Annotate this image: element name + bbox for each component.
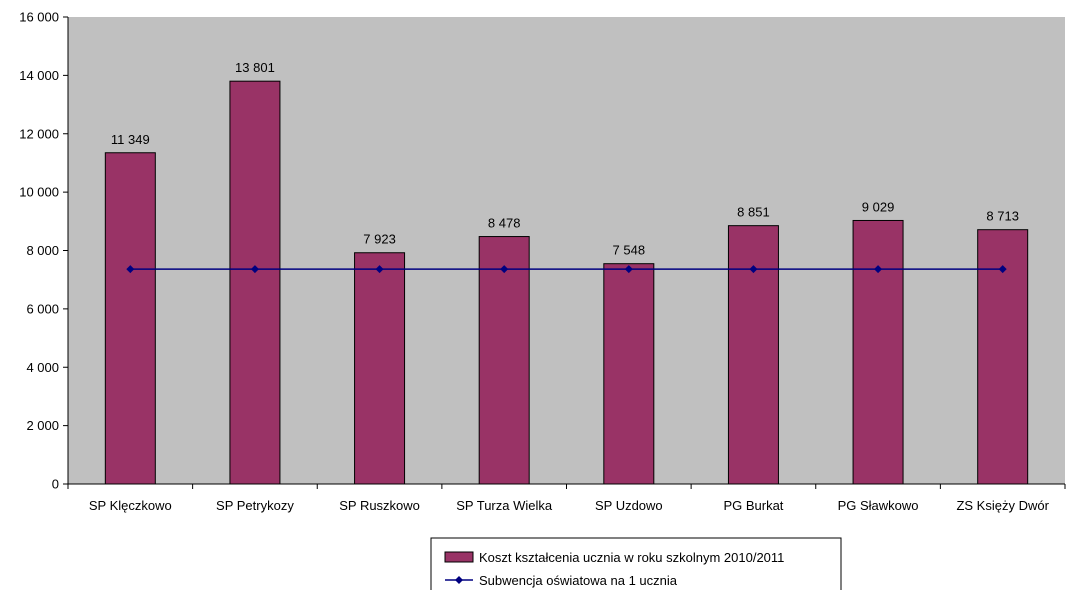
line-marker (250, 265, 259, 274)
y-tick-label: 14 000 (19, 68, 59, 83)
bar (354, 252, 406, 485)
x-tick-label: SP Petrykozy (216, 498, 294, 513)
bar (478, 236, 530, 485)
legend-marker (455, 576, 463, 584)
line-marker (500, 265, 509, 274)
x-tick-label: SP Uzdowo (595, 498, 663, 513)
legend: Koszt kształcenia ucznia w roku szkolnym… (430, 537, 842, 590)
y-tick-label: 4 000 (26, 360, 59, 375)
data-label: 8 478 (488, 216, 521, 231)
x-tick-label: ZS Księży Dwór (956, 498, 1049, 513)
data-label: 7 548 (613, 243, 646, 258)
y-tick-label: 16 000 (19, 10, 59, 25)
plot-area (68, 17, 1065, 484)
x-tick-label: SP Turza Wielka (456, 498, 553, 513)
bar (852, 219, 904, 485)
y-tick-label: 6 000 (26, 301, 59, 316)
data-label: 7 923 (363, 232, 396, 247)
data-label: 8 851 (737, 205, 770, 220)
x-tick-label: PG Burkat (723, 498, 783, 513)
y-tick-label: 0 (52, 477, 59, 492)
legend-swatch-bar (444, 551, 474, 563)
bar (603, 263, 655, 485)
data-label: 11 349 (111, 132, 150, 147)
legend-label: Subwencja oświatowa na 1 ucznia (479, 573, 678, 588)
legend-label: Koszt kształcenia ucznia w roku szkolnym… (479, 550, 784, 565)
y-tick-label: 2 000 (26, 418, 59, 433)
bar (104, 152, 156, 485)
y-tick-label: 8 000 (26, 243, 59, 258)
x-tick-label: PG Sławkowo (838, 498, 919, 513)
bar (229, 80, 281, 485)
line-marker (874, 265, 883, 274)
data-label: 8 713 (986, 209, 1019, 224)
bar (727, 225, 779, 485)
data-label: 9 029 (862, 199, 895, 214)
data-label: 13 801 (235, 60, 275, 75)
y-tick-label: 12 000 (19, 126, 59, 141)
line-marker (998, 265, 1007, 274)
x-tick-label: SP Klęczkowo (89, 498, 172, 513)
line-marker (126, 265, 135, 274)
line-marker (624, 265, 633, 274)
line-marker (749, 265, 758, 274)
x-tick-label: SP Ruszkowo (339, 498, 420, 513)
line-marker (375, 265, 384, 274)
y-tick-label: 10 000 (19, 185, 59, 200)
legend-box (430, 537, 842, 590)
